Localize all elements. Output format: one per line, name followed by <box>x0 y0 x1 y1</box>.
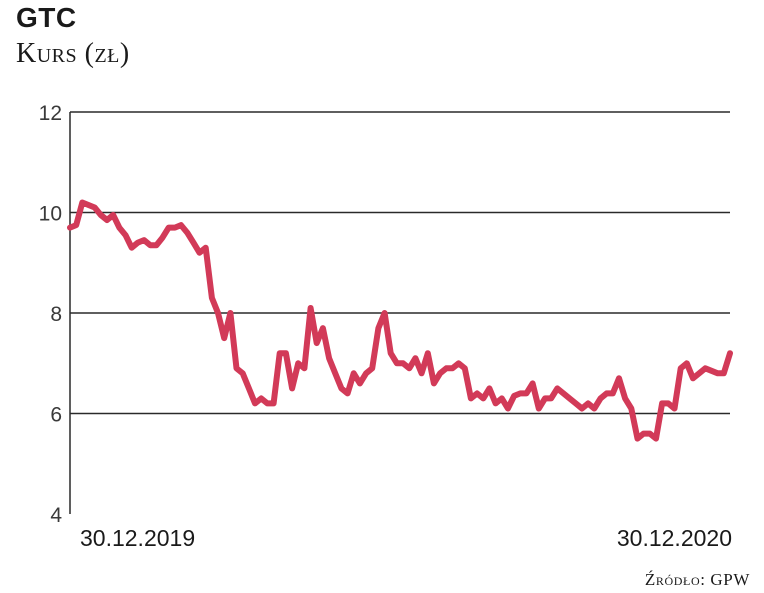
gridlines <box>70 111 730 415</box>
y-tick-labels: 4 6 8 10 12 <box>39 102 63 527</box>
y-tick-label: 12 <box>39 102 62 125</box>
source-note: Źródło: GPW <box>644 570 750 589</box>
y-tick-label: 4 <box>50 504 62 527</box>
chart-title: GTC <box>16 2 77 33</box>
price-line <box>67 199 733 442</box>
x-tick-label-end: 30.12.2020 <box>617 525 732 551</box>
y-tick-label: 10 <box>39 203 62 226</box>
y-tick-label: 8 <box>50 303 62 326</box>
x-tick-label-start: 30.12.2019 <box>80 525 195 551</box>
y-tick-label: 6 <box>50 404 62 427</box>
y-axis-label: Kurs (zł) <box>16 38 130 69</box>
